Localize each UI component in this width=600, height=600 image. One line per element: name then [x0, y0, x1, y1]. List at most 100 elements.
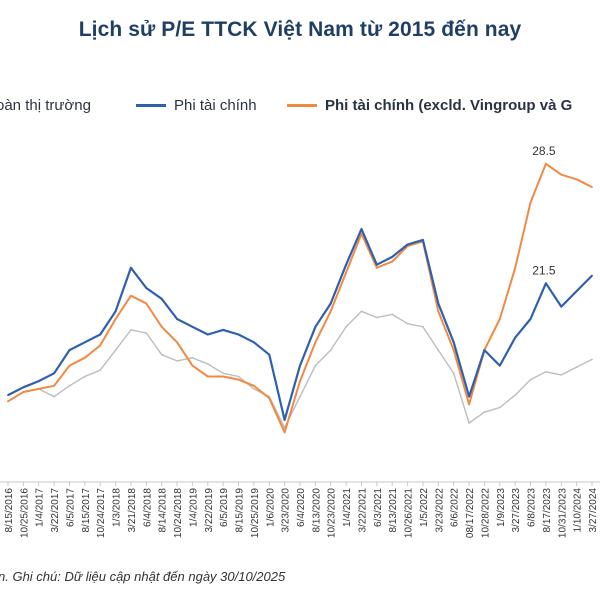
series-0-point: [68, 384, 71, 387]
series-1-point: [514, 336, 517, 339]
x-tick-label: 1/5/2022: [419, 488, 430, 527]
x-tick-label: 1/10/2024: [573, 488, 584, 533]
series-1-point: [237, 333, 240, 336]
x-tick-label: 10/25/2016: [19, 488, 30, 538]
series-2-point: [22, 391, 25, 393]
series-1-point: [253, 341, 255, 344]
legend-item-toan-thi-truong: oàn thị trường: [0, 97, 91, 114]
series-1-point: [591, 274, 593, 277]
series-1-point: [114, 310, 117, 313]
x-tick-label: 3/23/2020: [281, 488, 292, 533]
series-1-point: [360, 228, 363, 230]
series-1-point: [452, 341, 455, 344]
x-tick-label: 8/17/2023: [542, 488, 553, 533]
x-tick-label: 3/27/2023: [511, 488, 522, 533]
legend-label-phi-tai-chinh: Phi tài chính: [174, 97, 257, 114]
series-2-point: [545, 162, 547, 165]
series-2-point: [222, 375, 225, 378]
series-line-1: [7, 227, 593, 421]
series-1-point: [222, 329, 225, 331]
series-1-point: [422, 239, 424, 241]
x-tick-label: 10/23/2020: [327, 488, 338, 538]
series-0-point: [545, 370, 547, 373]
series-1-point: [483, 349, 486, 351]
x-tick-label: 3/27/2024: [588, 488, 599, 533]
legend-swatch-phi-tai-chinh: [136, 104, 166, 107]
series-1-point: [545, 282, 547, 285]
series-1-point: [391, 256, 394, 258]
series-0-point: [130, 329, 132, 331]
x-tick-label: 6/5/2017: [66, 488, 77, 527]
data-label-1: 21.5: [532, 263, 556, 277]
series-2-point: [360, 232, 363, 235]
series-2-point: [468, 403, 470, 406]
series-0-point: [299, 395, 301, 398]
series-2-point: [145, 302, 148, 305]
series-1-point: [299, 364, 301, 367]
x-tick-label: 1/9/2023: [496, 488, 507, 527]
series-1-point: [53, 372, 55, 375]
series-2-point: [160, 325, 163, 328]
series-2-point: [130, 294, 132, 297]
series-1-point: [268, 353, 271, 356]
series-0-point: [206, 363, 209, 365]
series-0-point: [529, 378, 532, 381]
x-tick-label: 3/22/2019: [204, 488, 215, 533]
series-1-point: [160, 297, 163, 300]
series-2-point: [53, 384, 55, 387]
series-0-point: [53, 395, 55, 398]
series-2-point: [498, 318, 501, 320]
x-tick-label: 08/17/2022: [465, 488, 476, 538]
legend-item-phi-tai-chinh: Phi tài chính: [136, 97, 257, 114]
series-2-point: [329, 310, 332, 313]
footnote: n. Ghi chú: Dữ liệu cập nhật đến ngày 30…: [0, 569, 286, 584]
x-tick-label: 3/21/2018: [127, 488, 138, 533]
series-0-point: [591, 358, 593, 361]
series-2-point: [391, 260, 394, 263]
series-2-point: [283, 431, 286, 434]
x-tick-label: 8/15/2019: [235, 488, 246, 533]
chart-title: Lịch sử P/E TTCK Việt Nam từ 2015 đến na…: [78, 18, 522, 41]
series-1-point: [68, 349, 71, 351]
series-2-point: [268, 397, 271, 400]
x-tick-label: 3/22/2021: [358, 488, 369, 533]
series-1-point: [329, 302, 332, 305]
x-tick-label: 1/3/2018: [112, 488, 123, 527]
series-1-point: [314, 325, 317, 328]
series-0-point: [176, 360, 179, 362]
series-1-point: [560, 305, 563, 308]
series-1-point: [7, 394, 9, 396]
x-tick-label: 10/26/2021: [404, 488, 415, 538]
series-1-point: [176, 318, 179, 320]
series-0-point: [253, 388, 255, 390]
series-0-point: [99, 369, 102, 372]
chart-legend: oàn thị trường Phi tài chính Phi tài chí…: [0, 97, 600, 119]
x-tick-label: 6/3/2021: [373, 488, 384, 527]
series-2-point: [99, 344, 102, 347]
series-0-point: [114, 349, 117, 351]
x-tick-label: 8/13/2020: [311, 488, 322, 533]
series-0-point: [452, 372, 455, 375]
series-1-point: [130, 266, 132, 269]
x-tick-label: 10/25/2019: [250, 488, 261, 538]
series-2-point: [206, 375, 209, 378]
legend-item-phi-tai-chinh-excld: Phi tài chính (excld. Vingroup và G: [287, 97, 572, 114]
x-tick-label: 1/6/2020: [265, 488, 276, 527]
series-0-point: [345, 325, 347, 328]
series-1-point: [206, 333, 209, 336]
x-tick-label: 8/15/2016: [4, 488, 15, 533]
legend-label-phi-tai-chinh-excld: Phi tài chính (excld. Vingroup và G: [325, 97, 573, 114]
series-1-point: [406, 243, 409, 246]
series-0-point: [191, 356, 194, 359]
series-0-point: [391, 313, 394, 316]
series-1-point: [345, 263, 347, 266]
series-2-point: [452, 349, 455, 351]
x-tick-label: 3/23/2022: [434, 488, 445, 533]
x-tick-label: 8/15/2017: [81, 488, 92, 533]
x-tick-label: 3/22/2017: [50, 488, 61, 533]
series-2-point: [514, 266, 517, 269]
series-2-point: [375, 266, 378, 269]
series-2-point: [437, 310, 440, 313]
series-0-point: [483, 411, 486, 414]
